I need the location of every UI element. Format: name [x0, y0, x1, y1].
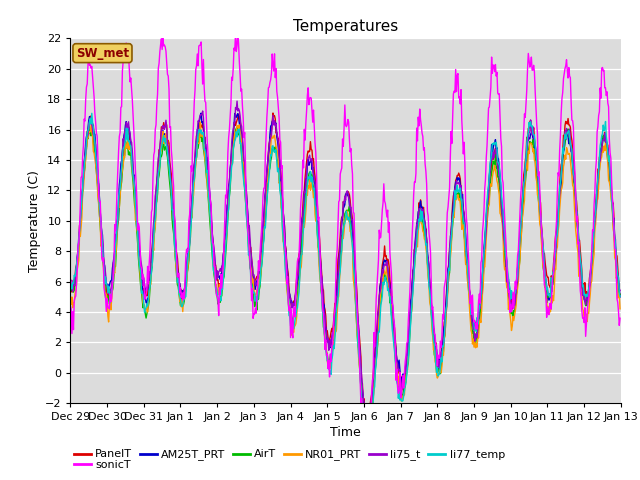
- sonicT: [413, 138, 421, 144]
- NR01_PRT: [67, 300, 74, 306]
- sonicT: [234, 29, 242, 35]
- sonicT: [77, 200, 84, 206]
- PanelT: [77, 218, 84, 224]
- PanelT: [429, 326, 437, 332]
- AM25T_PRT: [189, 190, 196, 195]
- Line: li75_t: li75_t: [70, 101, 620, 411]
- li77_temp: [67, 284, 74, 290]
- PanelT: [362, 408, 369, 414]
- sonicT: [67, 302, 74, 308]
- li75_t: [362, 408, 369, 414]
- li75_t: [429, 325, 437, 331]
- AirT: [133, 229, 141, 235]
- sonicT: [218, 285, 226, 291]
- NR01_PRT: [429, 347, 437, 353]
- Line: sonicT: sonicT: [70, 32, 620, 411]
- li77_temp: [616, 294, 624, 300]
- AM25T_PRT: [197, 110, 205, 116]
- li75_t: [616, 288, 624, 293]
- AirT: [218, 293, 226, 299]
- li75_t: [218, 263, 226, 269]
- li75_t: [189, 185, 196, 191]
- NR01_PRT: [133, 227, 141, 233]
- li75_t: [67, 278, 74, 284]
- NR01_PRT: [77, 234, 84, 240]
- AM25T_PRT: [77, 224, 84, 230]
- Legend: PanelT, AM25T_PRT, AirT, NR01_PRT, li75_t, li77_temp: PanelT, AM25T_PRT, AirT, NR01_PRT, li75_…: [70, 445, 509, 465]
- AirT: [616, 291, 624, 297]
- AirT: [359, 408, 367, 414]
- X-axis label: Time: Time: [330, 426, 361, 439]
- Line: AM25T_PRT: AM25T_PRT: [70, 113, 620, 411]
- AM25T_PRT: [362, 408, 369, 414]
- li75_t: [413, 222, 421, 228]
- NR01_PRT: [189, 194, 196, 200]
- li77_temp: [88, 110, 95, 116]
- sonicT: [429, 315, 437, 321]
- PanelT: [67, 285, 74, 290]
- PanelT: [269, 110, 277, 116]
- NR01_PRT: [196, 119, 204, 125]
- AM25T_PRT: [219, 261, 227, 266]
- Text: SW_met: SW_met: [76, 47, 129, 60]
- li75_t: [133, 212, 141, 217]
- AirT: [413, 230, 421, 236]
- Y-axis label: Temperature (C): Temperature (C): [28, 170, 41, 272]
- NR01_PRT: [616, 306, 624, 312]
- li77_temp: [359, 408, 367, 414]
- AirT: [189, 200, 196, 205]
- AirT: [67, 282, 74, 288]
- Title: Temperatures: Temperatures: [293, 20, 398, 35]
- PanelT: [413, 216, 421, 222]
- Legend: sonicT: sonicT: [70, 456, 135, 474]
- li77_temp: [134, 228, 141, 234]
- PanelT: [616, 292, 624, 298]
- AM25T_PRT: [67, 279, 74, 285]
- sonicT: [189, 138, 196, 144]
- NR01_PRT: [358, 408, 366, 414]
- AM25T_PRT: [133, 217, 141, 223]
- AirT: [77, 223, 84, 228]
- Line: AirT: AirT: [70, 127, 620, 411]
- Line: NR01_PRT: NR01_PRT: [70, 122, 620, 411]
- Line: PanelT: PanelT: [70, 113, 620, 411]
- AM25T_PRT: [429, 324, 437, 330]
- li77_temp: [77, 217, 84, 223]
- NR01_PRT: [219, 276, 227, 281]
- sonicT: [358, 408, 366, 414]
- NR01_PRT: [413, 244, 421, 250]
- PanelT: [218, 271, 226, 277]
- li75_t: [233, 98, 241, 104]
- AM25T_PRT: [616, 294, 624, 300]
- AirT: [429, 336, 437, 342]
- li75_t: [77, 216, 84, 222]
- sonicT: [616, 315, 624, 321]
- li77_temp: [429, 337, 437, 343]
- li77_temp: [189, 180, 197, 186]
- li77_temp: [219, 287, 227, 292]
- AirT: [233, 124, 241, 130]
- Line: li77_temp: li77_temp: [70, 113, 620, 411]
- sonicT: [133, 197, 141, 203]
- li77_temp: [413, 228, 421, 233]
- PanelT: [133, 223, 141, 229]
- PanelT: [189, 191, 196, 196]
- AM25T_PRT: [413, 218, 421, 224]
